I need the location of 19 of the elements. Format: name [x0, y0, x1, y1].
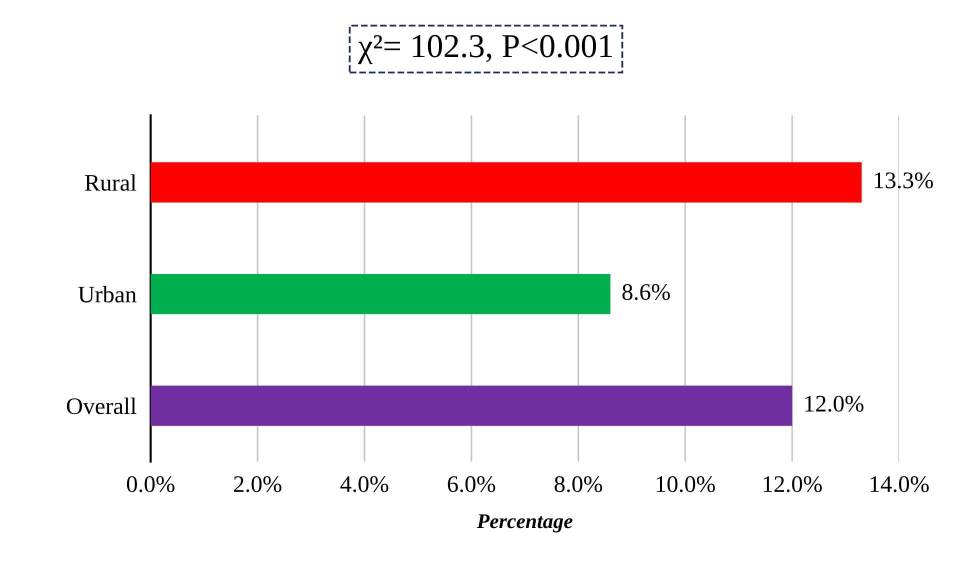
chart-title: χ²= 102.3, P<0.001	[358, 34, 612, 64]
x-tick-label: 12.0%	[764, 476, 822, 492]
y-tick-label: Overall	[66, 398, 136, 414]
bar	[150, 274, 610, 314]
data-label: 12.0%	[805, 396, 864, 412]
y-tick-label: Rural	[84, 174, 136, 191]
x-tick-label: 14.0%	[870, 476, 929, 492]
data-label: 8.6%	[622, 284, 670, 300]
y-tick-label: Urban	[78, 286, 136, 303]
bar	[150, 386, 792, 426]
x-tick-label: 4.0%	[340, 476, 388, 492]
x-tick-label: 0.0%	[126, 476, 174, 492]
data-label: 13.3%	[874, 172, 933, 188]
x-tick-label: 8.0%	[554, 476, 602, 492]
x-axis-title: Percentage	[476, 514, 572, 532]
x-tick-label: 6.0%	[448, 476, 496, 492]
x-tick-label: 10.0%	[656, 476, 715, 492]
x-tick-label: 2.0%	[234, 476, 282, 492]
bar	[150, 162, 862, 203]
